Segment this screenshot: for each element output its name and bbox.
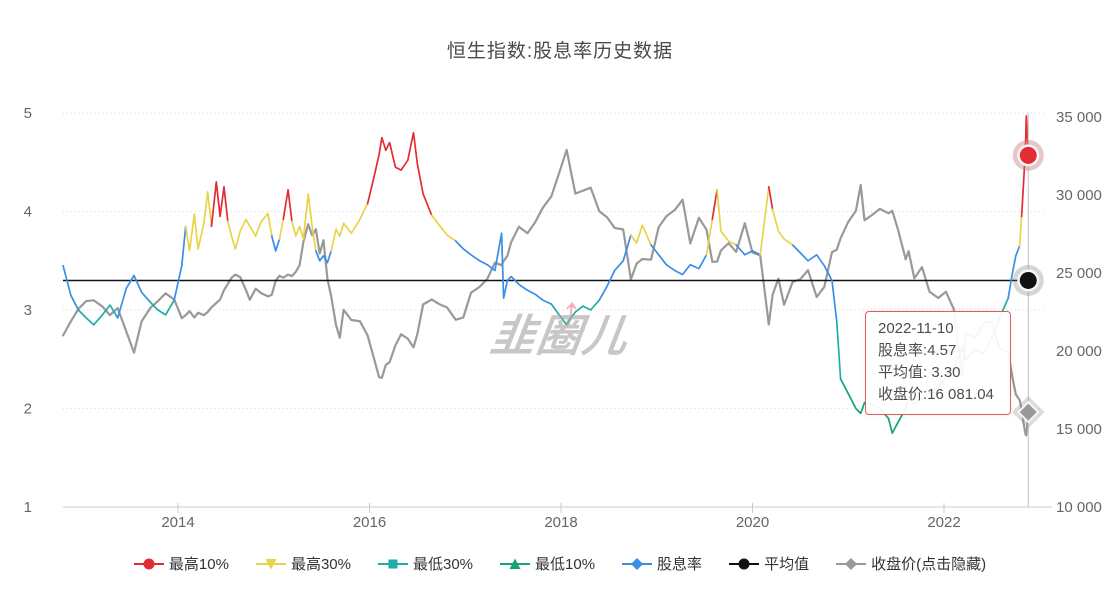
- legend-item-high10[interactable]: 最高10%: [133, 553, 229, 574]
- y-right-tick-label: 15 000: [1056, 421, 1102, 438]
- legend-label: 最低30%: [412, 556, 474, 573]
- yield-point-marker: [1012, 139, 1044, 171]
- y-left-tick-label: 3: [24, 302, 32, 319]
- x-tick-label: 2022: [927, 514, 960, 531]
- y-right-tick-label: 10 000: [1056, 499, 1102, 516]
- legend-label: 最低10%: [535, 556, 596, 573]
- legend-circle-icon: [729, 558, 760, 569]
- y-right-tick-label: 20 000: [1056, 343, 1102, 360]
- legend-item-yield[interactable]: 股息率: [622, 553, 702, 574]
- legend-item-low10[interactable]: 最低10%: [500, 553, 595, 574]
- y-right-tick-label: 35 000: [1056, 109, 1102, 126]
- tooltip-average: 平均值: 3.30: [878, 364, 961, 381]
- y-right-tick-label: 25 000: [1056, 265, 1102, 282]
- tooltip-date: 2022-11-10: [878, 320, 954, 337]
- dividend-yield-line: [62, 115, 1030, 434]
- legend-label: 最高30%: [290, 556, 351, 573]
- tooltip-close: 收盘价:16 081.04: [878, 386, 994, 403]
- legend-diamond-icon: [622, 557, 653, 570]
- x-tick-label: 2016: [353, 514, 386, 531]
- legend-label: 平均值: [764, 556, 810, 573]
- grid-lines: 1 2 3 4 5 10 000 15 000 20 000 25 000 30 000 35 00…: [24, 105, 1102, 516]
- close-point-marker: [1011, 395, 1045, 429]
- legend-item-low30[interactable]: 最低30%: [377, 553, 474, 574]
- legend-diamond-icon: [836, 557, 867, 570]
- legend-item-high30[interactable]: 最高30%: [255, 553, 351, 574]
- legend-label: 收盘价(点击隐藏): [871, 556, 987, 573]
- x-axis: 2014 2016 2018 2020 2022: [63, 503, 1052, 531]
- y-left-tick-label: 1: [24, 499, 32, 516]
- x-tick-label: 2020: [736, 514, 769, 531]
- x-tick-label: 2018: [544, 514, 577, 531]
- legend-square-icon: [377, 559, 408, 568]
- legend-label: 最高10%: [168, 556, 229, 573]
- x-tick-label: 2014: [161, 514, 194, 531]
- average-point-marker: [1012, 264, 1044, 296]
- legend-triangle-up-icon: [500, 558, 531, 569]
- y-left-tick-label: 4: [24, 204, 32, 221]
- tooltip-yield: 股息率:4.57: [878, 342, 957, 359]
- y-left-tick-label: 2: [24, 401, 32, 418]
- legend-label: 股息率: [657, 556, 703, 573]
- legend-circle-icon: [133, 558, 164, 569]
- y-right-tick-label: 30 000: [1056, 187, 1102, 204]
- y-left-tick-label: 5: [24, 105, 32, 122]
- legend-item-close[interactable]: 收盘价(点击隐藏): [836, 553, 986, 574]
- legend: 最高10% 最高30% 最低30% 最低10% 股息率 平均值 收盘价(点击隐藏): [0, 553, 1120, 574]
- page-title: 恒生指数:股息率历史数据: [446, 41, 674, 62]
- tooltip: 2022-11-10 股息率:4.57 平均值: 3.30 收盘价:16 081…: [865, 311, 1011, 415]
- legend-item-average[interactable]: 平均值: [729, 553, 809, 574]
- legend-triangle-down-icon: [255, 558, 286, 569]
